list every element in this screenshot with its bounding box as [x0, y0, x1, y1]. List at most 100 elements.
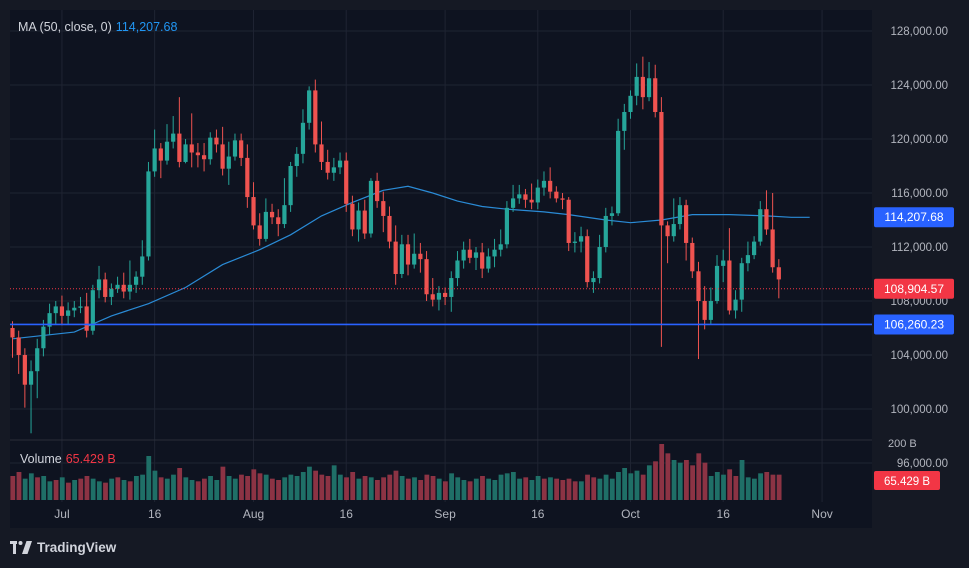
volume-bar	[331, 465, 337, 500]
volume-bar	[22, 478, 28, 500]
candle	[319, 121, 324, 171]
volume-bar	[387, 474, 393, 500]
candle	[208, 132, 213, 165]
volume-bar	[510, 472, 516, 500]
candle-body	[548, 180, 553, 192]
candle	[399, 234, 404, 279]
volume-bar	[399, 476, 405, 500]
candle-body	[282, 205, 287, 225]
candle	[634, 63, 639, 106]
tradingview-brand[interactable]: TradingView	[10, 540, 116, 555]
candle	[47, 303, 52, 335]
candle	[381, 191, 386, 233]
candle-body	[696, 271, 701, 301]
candle	[16, 330, 21, 374]
candle-body	[313, 90, 318, 145]
candle	[560, 193, 565, 210]
candle	[115, 276, 120, 293]
candle	[325, 149, 330, 180]
last-price-price-tag: 108,904.57	[874, 278, 954, 299]
candle	[603, 207, 608, 253]
candle	[776, 259, 781, 299]
volume-bar	[319, 474, 325, 500]
volume-bar	[467, 481, 473, 500]
volume-bar	[10, 476, 16, 500]
volume-bar	[344, 477, 349, 500]
volume-bar	[239, 474, 244, 500]
volume-bar	[171, 474, 176, 500]
volume-legend[interactable]: Volume 65.429 B	[20, 452, 116, 466]
candle	[226, 141, 231, 185]
candle	[269, 203, 275, 225]
candle	[53, 301, 58, 324]
candle-body	[473, 252, 479, 258]
candle	[541, 171, 547, 196]
candle	[195, 143, 200, 168]
volume-bar	[665, 453, 671, 500]
volume-bar	[504, 473, 510, 500]
candle	[344, 152, 349, 212]
candle-body	[776, 267, 781, 280]
volume-bar	[578, 481, 584, 500]
candle	[455, 251, 460, 287]
candle	[59, 295, 65, 326]
volume-bar	[424, 474, 430, 500]
candle-body	[53, 306, 58, 314]
candle	[22, 348, 27, 408]
volume-bar	[449, 473, 454, 500]
candle	[375, 172, 380, 208]
candle	[257, 213, 262, 246]
candle-body	[745, 255, 751, 264]
candle-body	[127, 284, 133, 292]
candle	[307, 86, 312, 130]
candle-body	[232, 140, 238, 157]
volume-bar	[121, 480, 127, 500]
volume-bar	[455, 477, 461, 500]
time-axis[interactable]: Jul 16 Aug 16 Sep 16 Oct 16 Nov	[54, 507, 832, 521]
volume-bar	[53, 480, 59, 500]
candle	[96, 265, 102, 299]
candle-body	[22, 355, 27, 385]
volume-bar	[263, 474, 269, 500]
volume-bar	[115, 477, 121, 500]
candle-body	[535, 187, 540, 203]
volume-bar	[158, 477, 164, 500]
candle-body	[344, 160, 349, 204]
price-axis[interactable]: 96,000.00 100,000.00 104,000.00 108,000.00 1…	[890, 26, 948, 470]
candle	[158, 143, 163, 179]
ma-legend[interactable]: MA (50, close, 0) 114,207.68	[18, 20, 177, 34]
candle	[10, 321, 15, 358]
volume-bar	[195, 481, 201, 500]
candle-body	[566, 199, 571, 243]
volume-bar	[201, 478, 207, 500]
candle	[263, 198, 268, 242]
volume-bar	[405, 478, 411, 500]
volume-bar	[78, 478, 84, 500]
candle-body	[109, 288, 114, 297]
candle	[337, 152, 343, 175]
last-price-price-label: 108,904.57	[884, 282, 944, 296]
candle-body	[714, 265, 720, 301]
y-tick-label: 124,000.00	[890, 80, 948, 92]
volume-bar	[560, 480, 566, 500]
candle-body	[337, 160, 343, 168]
volume-bar	[548, 477, 553, 500]
candle-body	[90, 290, 95, 331]
candlesticks	[10, 56, 781, 434]
candle-body	[523, 194, 528, 200]
volume-bar	[597, 478, 603, 500]
candle-body	[239, 140, 244, 158]
candle	[554, 186, 559, 203]
candle-body	[226, 156, 231, 169]
y-tick-label: 116,000.00	[891, 188, 948, 200]
candle-body	[739, 263, 744, 300]
candle-body	[35, 348, 40, 372]
candle-body	[214, 137, 219, 145]
volume-bar	[591, 477, 597, 500]
candle	[677, 197, 683, 230]
candle-body	[269, 211, 275, 218]
candle	[412, 233, 417, 269]
candle	[362, 199, 367, 239]
volume-bar	[758, 473, 763, 500]
